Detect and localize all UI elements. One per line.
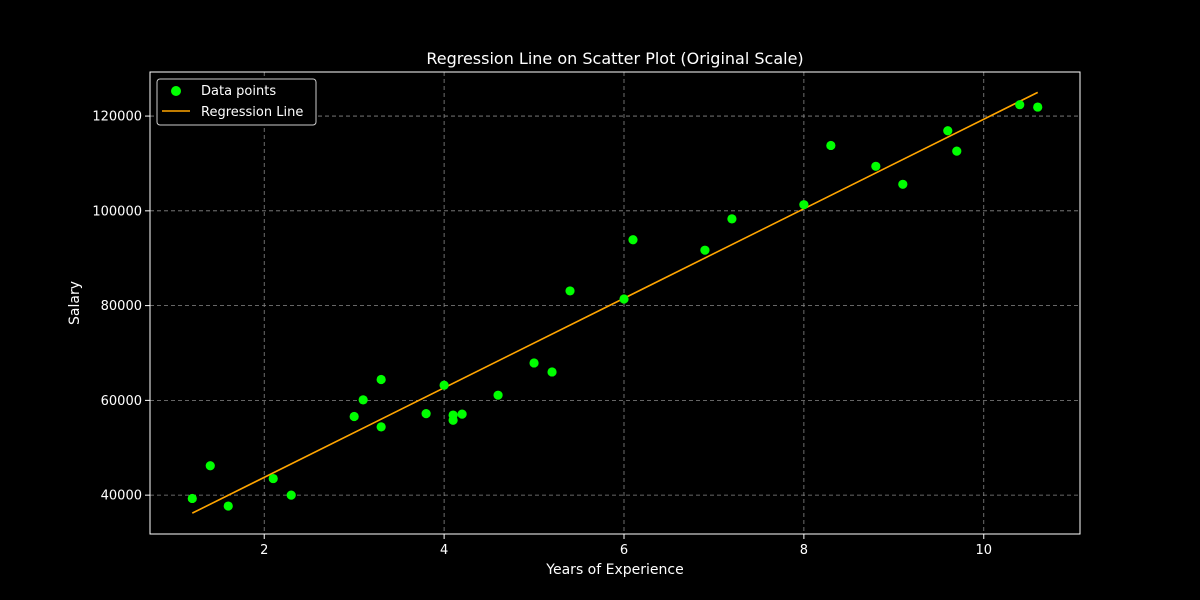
y-axis-label: Salary — [67, 281, 83, 325]
data-point — [529, 358, 539, 368]
regression-line-layer — [191, 91, 1039, 514]
y-tick-label: 100000 — [92, 204, 142, 219]
data-point — [1033, 102, 1043, 112]
legend: Data points Regression Line — [156, 78, 317, 126]
y-tick-label: 120000 — [92, 110, 142, 125]
data-point — [286, 490, 296, 500]
data-point — [826, 140, 836, 151]
data-point — [493, 390, 503, 400]
data-point — [439, 380, 449, 390]
data-point — [565, 286, 575, 296]
data-point — [727, 214, 737, 224]
data-point — [268, 473, 278, 484]
x-axis-label: Years of Experience — [545, 562, 683, 578]
legend-box — [156, 78, 317, 126]
data-point — [1015, 100, 1025, 110]
chart-title: Regression Line on Scatter Plot (Origina… — [426, 49, 803, 68]
data-points-layer — [187, 100, 1043, 511]
legend-regression-line-label: Regression Line — [201, 105, 303, 120]
data-point — [619, 294, 629, 304]
data-point — [448, 410, 458, 420]
data-point — [547, 367, 557, 377]
data-point — [952, 146, 962, 156]
x-tick-label: 4 — [440, 543, 448, 558]
data-point — [700, 245, 710, 255]
data-point — [376, 422, 386, 432]
data-point — [898, 179, 908, 189]
data-point — [628, 235, 638, 245]
x-tick-label: 10 — [975, 543, 992, 558]
axis-ticks: 2 4 6 8 10 40000 60000 80000 100000 120000 — [92, 110, 992, 558]
data-point — [223, 501, 233, 511]
data-point — [187, 493, 197, 504]
y-tick-label: 80000 — [101, 299, 142, 314]
legend-data-points-marker — [171, 86, 181, 96]
y-tick-label: 60000 — [101, 394, 142, 409]
x-tick-label: 8 — [800, 543, 808, 558]
data-point — [943, 126, 953, 136]
plot-frame — [149, 71, 1081, 535]
data-point — [376, 374, 386, 385]
y-tick-label: 40000 — [101, 489, 142, 504]
data-point — [457, 409, 467, 419]
data-point — [421, 409, 431, 419]
x-tick-label: 6 — [620, 543, 628, 558]
data-point — [205, 461, 215, 471]
regression-line — [191, 91, 1039, 514]
data-point — [349, 411, 359, 422]
data-point — [871, 161, 881, 171]
data-point — [358, 395, 368, 405]
x-tick-label: 2 — [260, 543, 268, 558]
legend-data-points-label: Data points — [201, 84, 276, 99]
data-point — [799, 200, 809, 210]
